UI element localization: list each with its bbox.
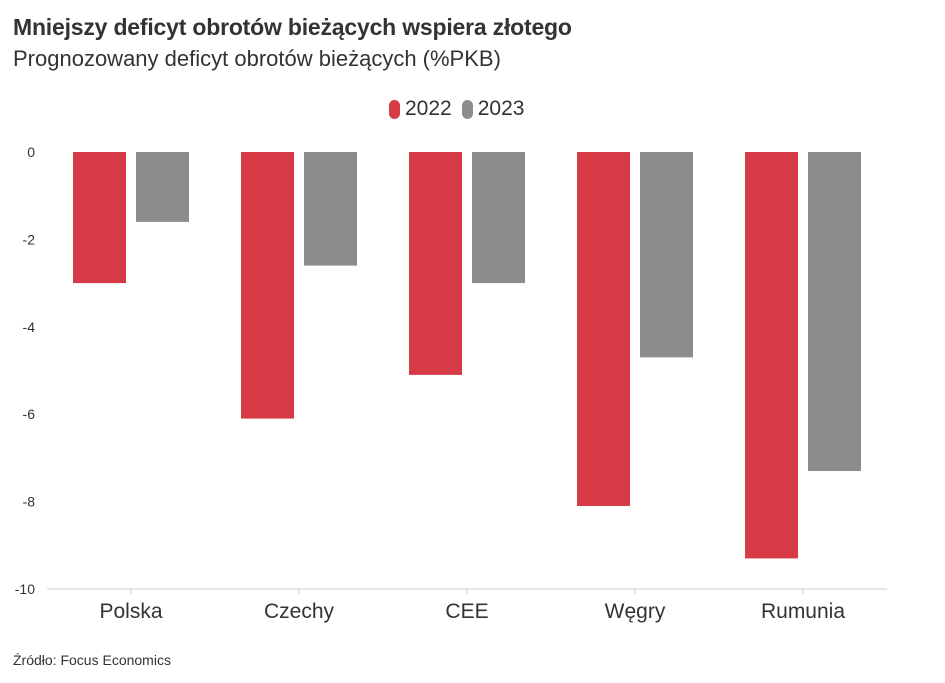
bar-2023-węgry bbox=[640, 152, 693, 358]
bar-2022-czechy bbox=[241, 152, 294, 419]
y-tick-label: -10 bbox=[15, 581, 35, 597]
bar-2022-cee bbox=[409, 152, 462, 375]
x-tick-label: Rumunia bbox=[761, 600, 845, 623]
x-tick-label: Czechy bbox=[264, 600, 335, 623]
legend-item-2023: 2023 bbox=[461, 97, 525, 121]
legend-label-2023: 2023 bbox=[477, 97, 525, 120]
legend-swatch-2022 bbox=[389, 99, 400, 119]
bar-2022-węgry bbox=[577, 152, 630, 506]
bar-2023-polska bbox=[136, 152, 189, 222]
x-tick-label: Polska bbox=[99, 600, 162, 623]
x-tick-label: Węgry bbox=[605, 600, 666, 623]
source-note: Źródło: Focus Economics bbox=[13, 652, 171, 668]
x-tick-label: CEE bbox=[445, 600, 488, 623]
legend-label-2022: 2022 bbox=[405, 97, 452, 120]
y-tick-label: 0 bbox=[27, 144, 35, 160]
bar-2022-rumunia bbox=[745, 152, 798, 559]
y-tick-label: -2 bbox=[23, 231, 36, 247]
legend-swatch-2023 bbox=[461, 99, 473, 119]
chart-subtitle: Prognozowany deficyt obrotów bieżących (… bbox=[13, 46, 501, 71]
y-tick-label: -4 bbox=[23, 319, 36, 335]
chart-title: Mniejszy deficyt obrotów bieżących wspie… bbox=[13, 14, 572, 40]
bar-2023-cee bbox=[472, 152, 525, 284]
legend: 2022 2023 bbox=[389, 97, 534, 121]
bar-2023-rumunia bbox=[808, 152, 861, 472]
bar-2023-czechy bbox=[304, 152, 357, 266]
legend-item-2022: 2022 bbox=[389, 97, 452, 121]
bar-2022-polska bbox=[73, 152, 126, 284]
y-tick-label: -6 bbox=[23, 406, 36, 422]
y-tick-label: -8 bbox=[23, 494, 36, 510]
